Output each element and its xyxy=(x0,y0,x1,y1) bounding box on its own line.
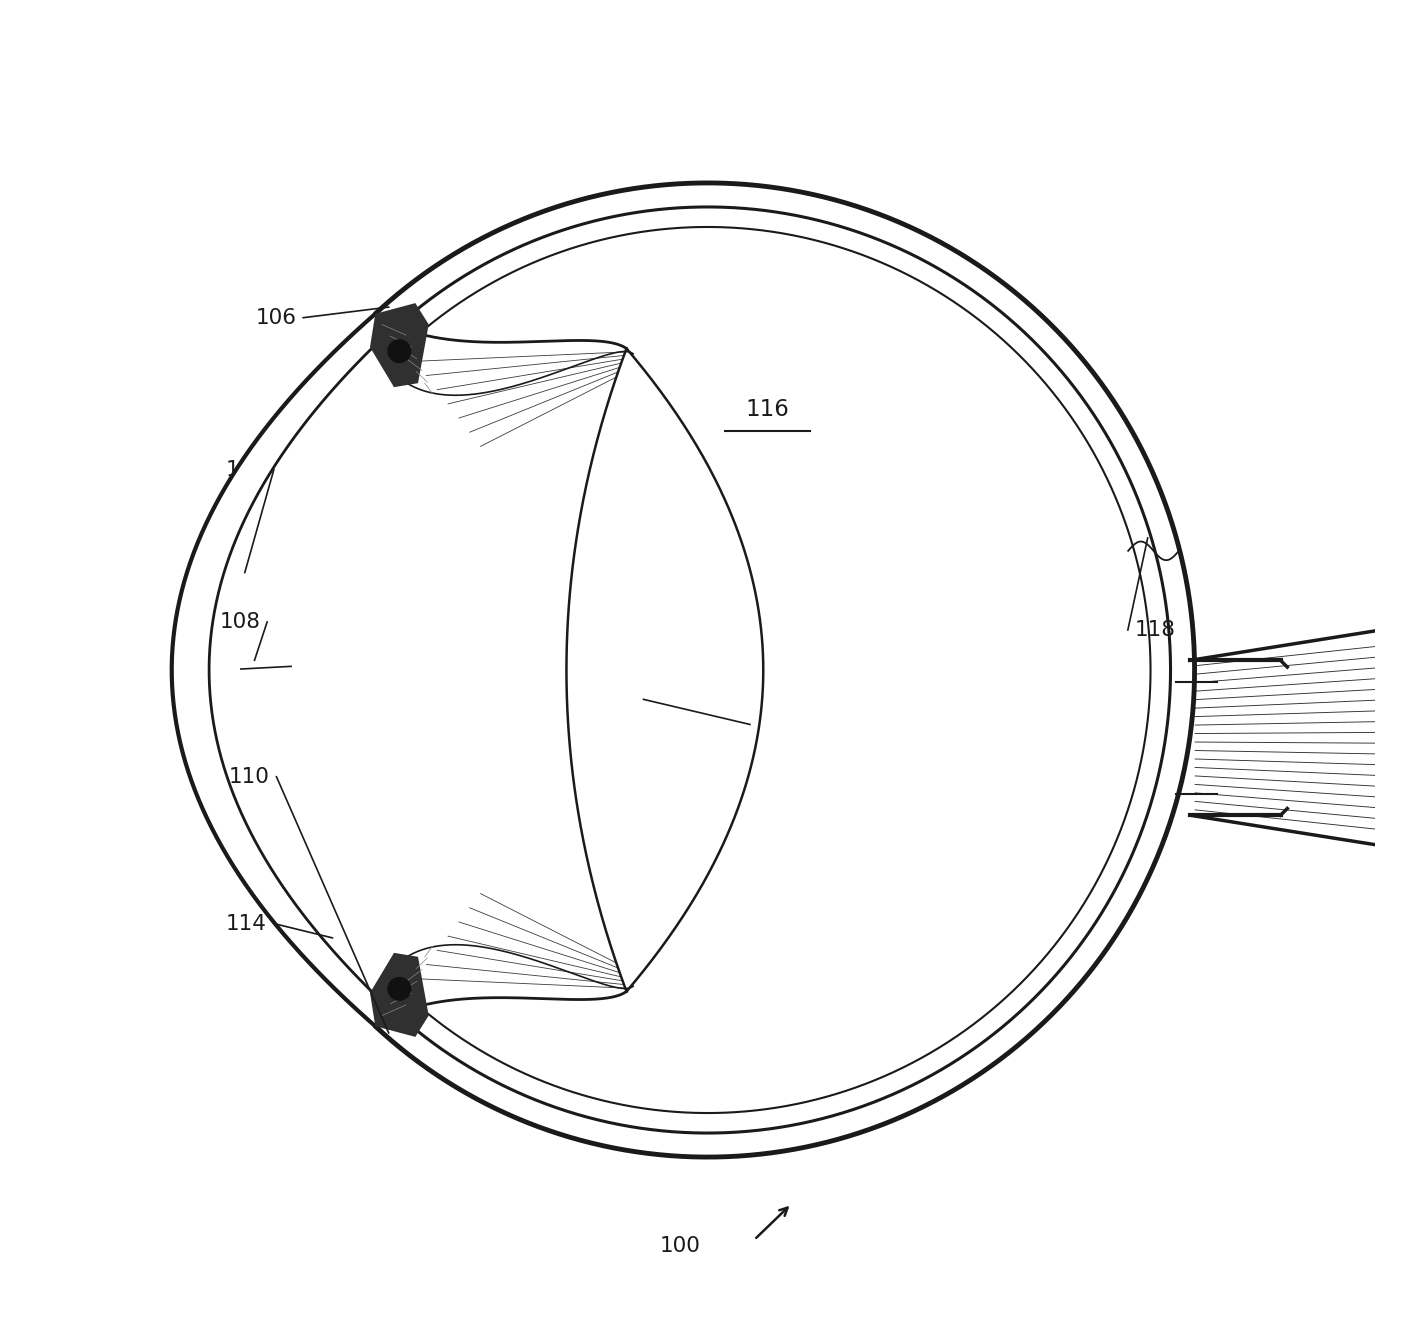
Polygon shape xyxy=(171,314,393,1026)
Text: 106: 106 xyxy=(256,308,297,328)
Text: 112: 112 xyxy=(648,689,689,709)
Text: 118: 118 xyxy=(1135,620,1176,641)
Text: 116: 116 xyxy=(746,398,790,421)
Circle shape xyxy=(388,339,412,363)
Text: 100: 100 xyxy=(659,1237,700,1257)
Polygon shape xyxy=(369,953,429,1037)
Text: 110: 110 xyxy=(229,766,270,787)
Polygon shape xyxy=(369,303,429,387)
Circle shape xyxy=(267,229,1148,1111)
Polygon shape xyxy=(566,348,763,992)
Text: 104: 104 xyxy=(226,460,267,480)
Text: 114: 114 xyxy=(226,914,267,934)
Circle shape xyxy=(388,977,412,1001)
Text: 108: 108 xyxy=(219,612,260,632)
